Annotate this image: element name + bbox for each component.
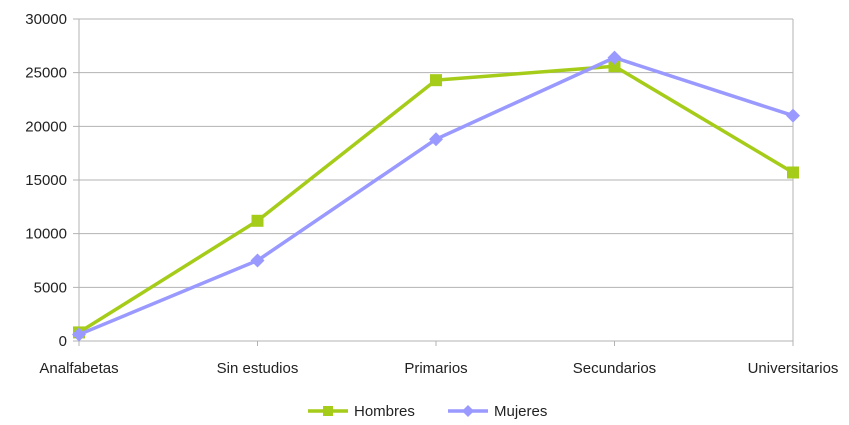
legend-label: Hombres <box>354 403 415 420</box>
x-tick-label: Primarios <box>404 360 467 377</box>
series-layer <box>72 50 800 342</box>
series-mujeres <box>72 50 800 342</box>
legend-item-hombres: Hombres <box>308 403 415 420</box>
data-point <box>608 60 621 73</box>
y-tick-label: 15000 <box>25 172 67 189</box>
data-point <box>430 74 442 87</box>
series-line <box>78 55 794 337</box>
axes <box>78 19 794 346</box>
y-tick-label: 0 <box>59 333 67 350</box>
data-point <box>787 166 799 179</box>
legend: Hombres Mujeres <box>308 403 547 420</box>
y-axis-ticks: 0 5000 10000 15000 20000 25000 30000 <box>25 11 67 350</box>
x-tick-label: Universitarios <box>748 360 839 377</box>
data-point <box>462 405 474 417</box>
x-axis-ticks: Analfabetas Sin estudios Primarios Secundar… <box>39 360 838 377</box>
data-point <box>72 327 86 342</box>
data-point <box>786 108 800 123</box>
y-tick-label: 25000 <box>25 65 67 82</box>
data-point <box>607 50 622 65</box>
x-tick-label: Analfabetas <box>39 360 118 377</box>
data-point <box>429 132 443 147</box>
legend-label: Mujeres <box>494 403 547 420</box>
data-point <box>323 406 333 416</box>
series-hombres <box>73 60 799 339</box>
x-tick-label: Secundarios <box>573 360 656 377</box>
y-tick-label: 5000 <box>34 279 67 296</box>
data-point <box>250 253 265 268</box>
y-tick-label: 30000 <box>25 11 67 28</box>
y-tick-label: 20000 <box>25 118 67 135</box>
data-point <box>251 214 264 227</box>
y-tick-label: 10000 <box>25 226 67 243</box>
legend-item-mujeres: Mujeres <box>448 403 547 420</box>
x-tick-label: Sin estudios <box>217 360 299 377</box>
series-line <box>78 64 794 334</box>
